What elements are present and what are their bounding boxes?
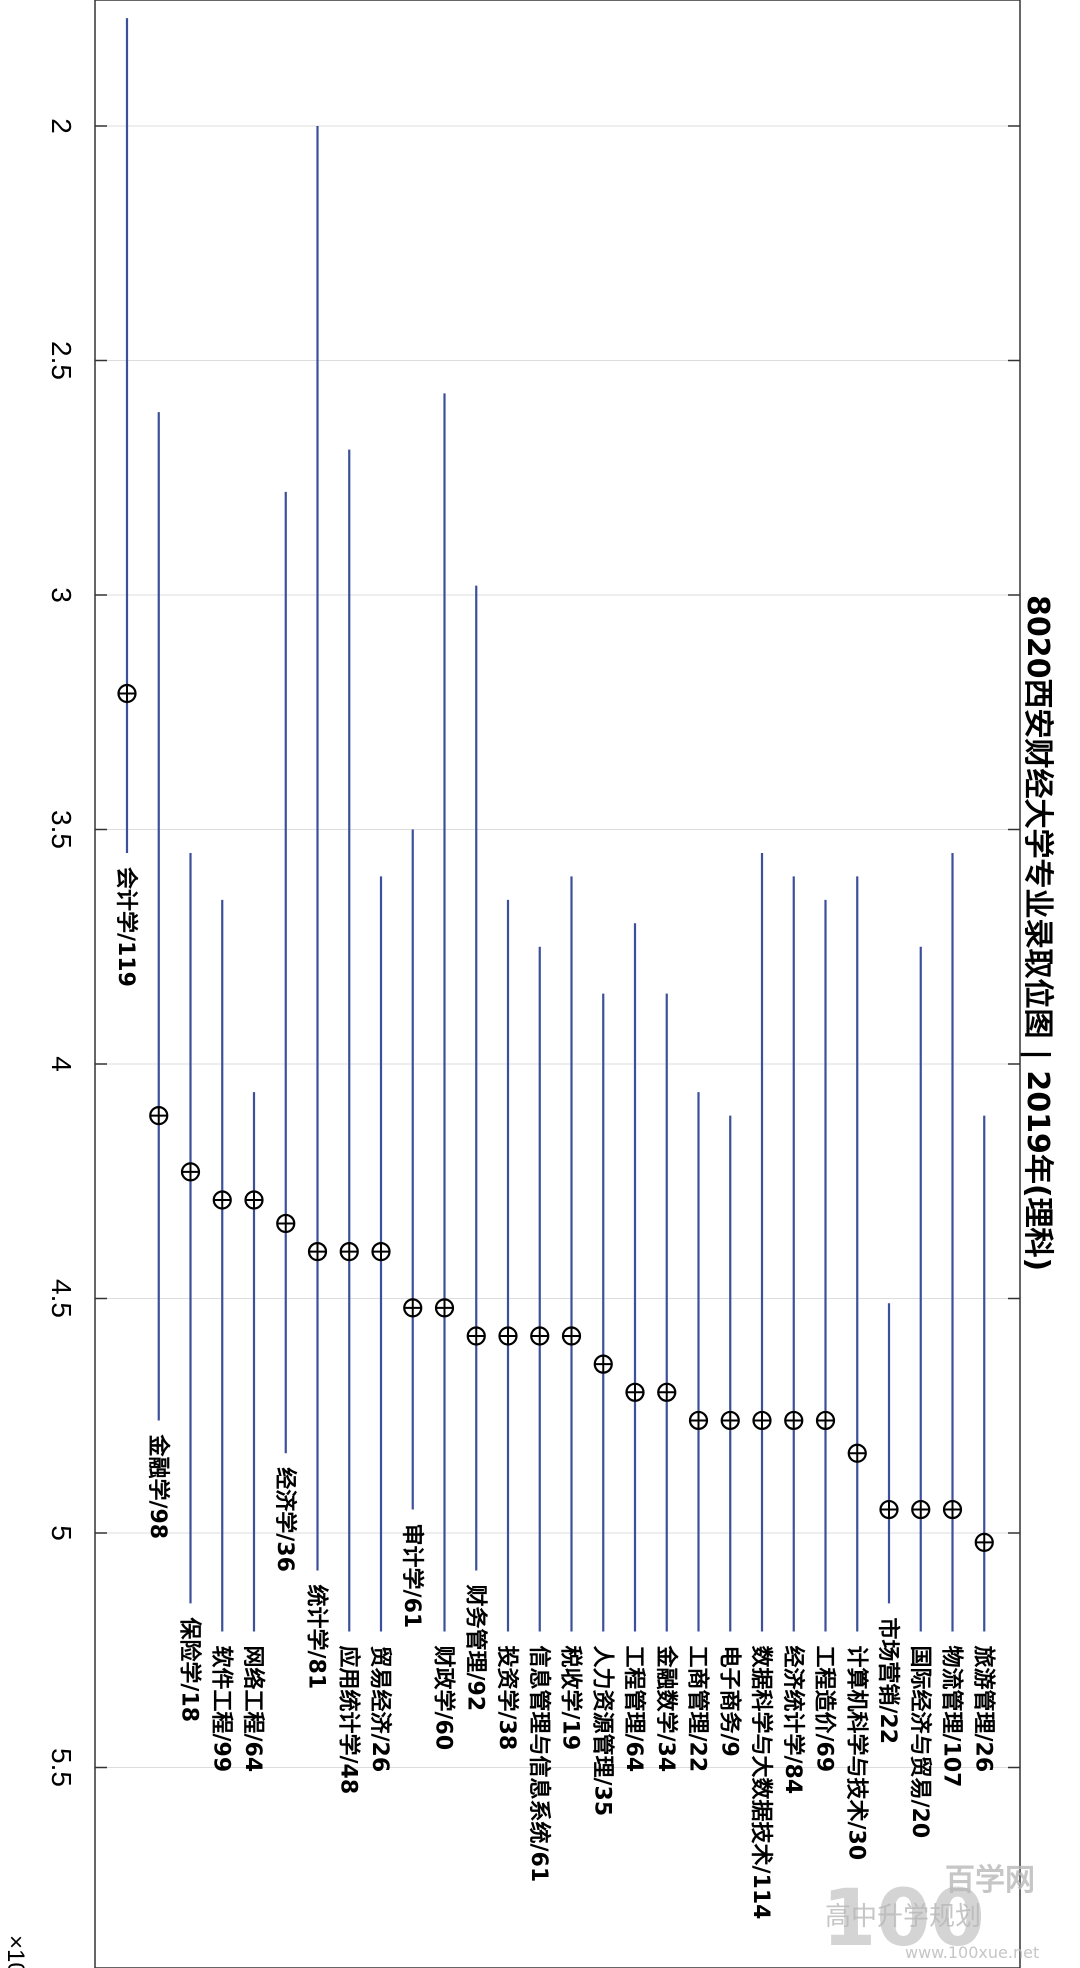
category-label: 审计学/61 (399, 1524, 425, 1629)
tick-label: 2.5 (46, 341, 77, 380)
tick-label: 3.5 (46, 810, 77, 849)
category-label: 统计学/81 (304, 1585, 330, 1690)
category-label: 工程造价/69 (812, 1645, 837, 1772)
category-label: 保险学/18 (177, 1616, 203, 1722)
category-labels: 会计学/119 金融学/98 保险学/18 软件工程/99 网络工程/64 经济学/36统… (113, 867, 996, 1920)
watermark-logo: 100 百学网 高中升学规划 www.100xue.net (822, 1863, 1039, 1964)
category-label: 计算机科学与技术/30 (843, 1645, 869, 1860)
tick-label: 4.5 (46, 1279, 77, 1318)
svg-text:高中升学规划: 高中升学规划 (825, 1902, 981, 1932)
category-label: 网络工程/64 (240, 1645, 266, 1772)
svg-text:www.100xue.net: www.100xue.net (905, 1943, 1039, 1962)
axis-exponent: ×10⁴ (2, 1935, 29, 1968)
category-label: 国际经济与贸易/20 (907, 1645, 933, 1838)
category-label: 信息管理与信息系统/61 (526, 1645, 552, 1882)
svg-text:百学网: 百学网 (945, 1863, 1035, 1898)
category-label: 人力资源管理/35 (589, 1645, 615, 1816)
category-label: 财政学/60 (431, 1645, 457, 1750)
category-label: 税收学/19 (558, 1645, 584, 1750)
category-label: 经济统计学/84 (780, 1645, 806, 1794)
category-label: 投资学/38 (494, 1645, 520, 1750)
category-label: 物流管理/107 (939, 1645, 965, 1787)
category-label: 经济学/36 (272, 1467, 298, 1572)
tick-label: 5.5 (46, 1748, 77, 1787)
category-label: 工程管理/64 (621, 1645, 647, 1772)
error-bars (117, 18, 994, 1632)
grid-lines (95, 125, 1020, 1768)
category-label: 财务管理/92 (462, 1585, 488, 1712)
chart-title: 8020西安财经大学专业录取位图 | 2019年(理科) (1020, 595, 1055, 1271)
category-label: 电子商务/9 (716, 1645, 742, 1756)
category-label: 数据科学与大数据技术/114 (748, 1645, 774, 1919)
svg-text:100: 100 (822, 1874, 985, 1964)
category-label: 旅游管理/26 (970, 1645, 996, 1772)
category-label: 应用统计学/48 (335, 1645, 361, 1794)
category-label: 软件工程/99 (208, 1645, 234, 1772)
tick-label: 5 (46, 1525, 77, 1541)
category-label: 贸易经济/26 (367, 1645, 393, 1772)
category-label: 工商管理/22 (685, 1645, 711, 1772)
category-label: 会计学/119 (113, 867, 139, 987)
tick-label: 3 (46, 587, 77, 603)
plot-frame (94, 0, 1021, 1968)
category-label: 市场营销/22 (875, 1617, 901, 1744)
category-label: 金融学/98 (145, 1433, 171, 1539)
category-label: 金融数学/34 (653, 1644, 679, 1772)
value-axis: 2 2.5 3 3.5 4 4.5 5 5.5 (46, 118, 1020, 1787)
tick-label: 2 (46, 118, 77, 134)
tick-label: 4 (46, 1056, 77, 1072)
